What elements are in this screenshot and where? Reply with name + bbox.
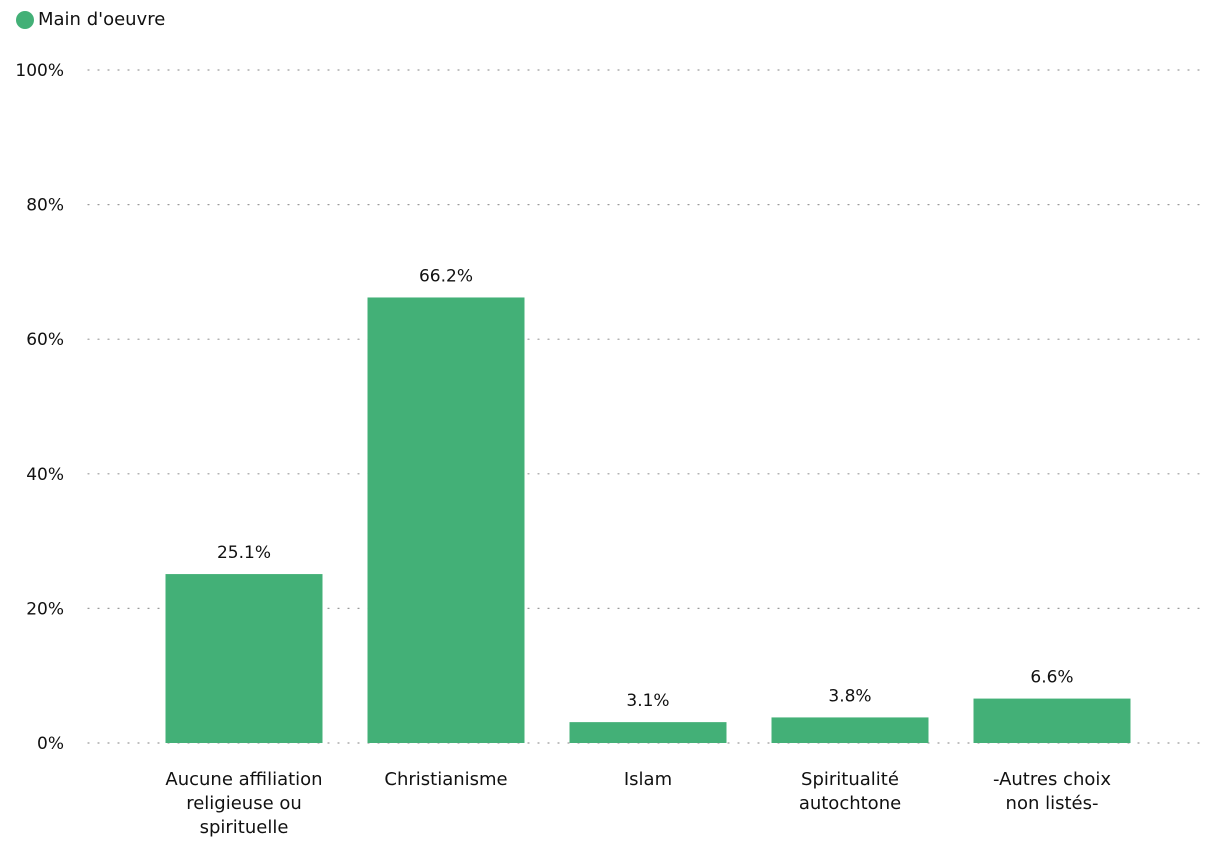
data-label: 3.1% [626,691,669,711]
x-tick-label: Islam [624,769,672,790]
legend: Main d'oeuvre [16,9,165,30]
x-tick-label: Christianisme [384,769,507,790]
x-tick-label: Spiritualité autochtone [799,769,901,814]
data-label: 66.2% [419,266,473,286]
data-label: 3.8% [828,686,871,706]
x-tick-label: Aucune affiliation religieuse ou spirituel… [165,769,322,838]
bar [367,297,525,743]
y-tick-label: 20% [26,599,64,619]
y-tick-label: 0% [37,734,64,754]
bar [973,698,1131,743]
y-tick-label: 80% [26,196,64,216]
bar [771,717,929,743]
data-label: 6.6% [1030,668,1073,688]
y-tick-label: 40% [26,465,64,485]
legend-label: Main d'oeuvre [38,9,166,30]
y-tick-label: 60% [26,330,64,350]
x-tick-label: -Autres choix non listés- [993,769,1111,814]
bar [165,574,323,743]
data-label: 25.1% [217,543,271,563]
y-tick-label: 100% [15,61,64,81]
bar [569,722,727,743]
legend-marker [16,10,34,29]
